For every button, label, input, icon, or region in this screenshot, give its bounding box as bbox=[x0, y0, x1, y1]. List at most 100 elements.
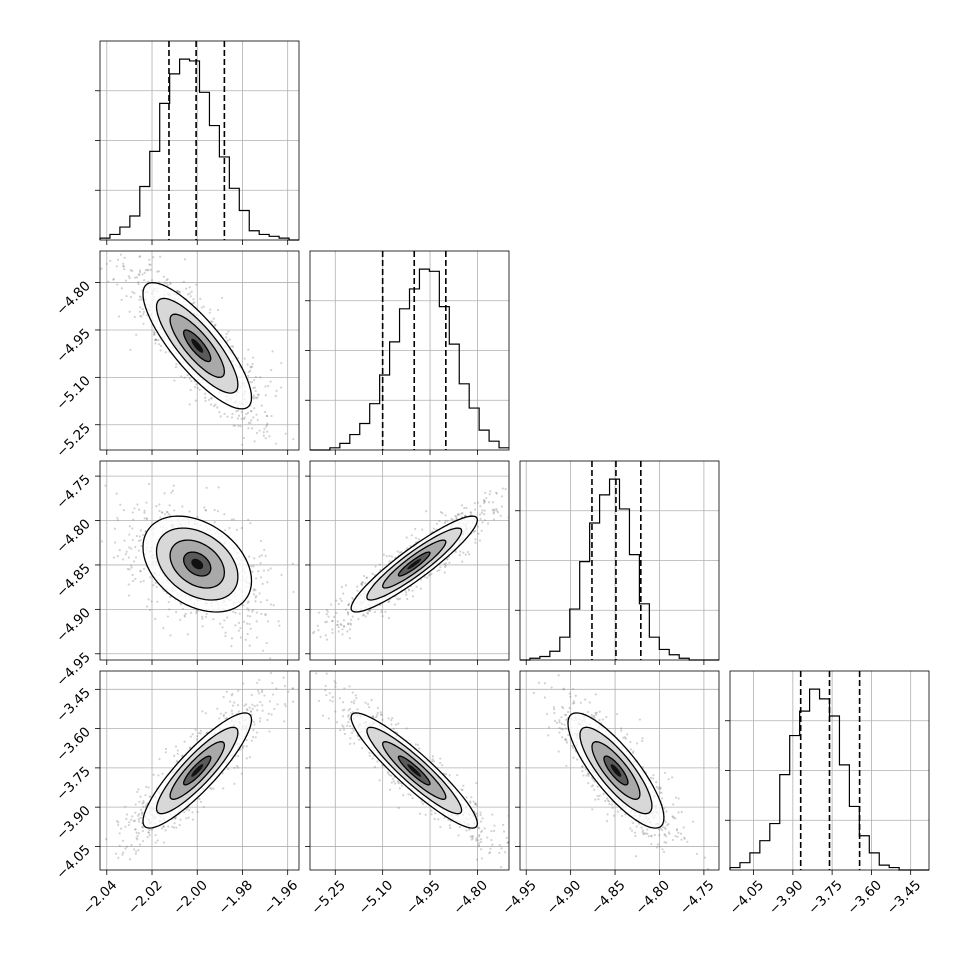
scatter-point bbox=[138, 535, 141, 538]
scatter-point bbox=[188, 403, 191, 406]
scatter-point bbox=[125, 817, 128, 821]
scatter-point bbox=[169, 634, 172, 637]
scatter-point bbox=[223, 619, 226, 622]
scatter-point bbox=[499, 514, 502, 517]
scatter-point bbox=[247, 600, 250, 603]
scatter-point bbox=[245, 757, 248, 760]
scatter-point bbox=[350, 700, 353, 704]
scatter-point bbox=[486, 522, 490, 525]
scatter-point bbox=[195, 612, 198, 615]
scatter-point bbox=[150, 600, 153, 603]
scatter-panel-0-3 bbox=[92, 648, 300, 875]
scatter-point bbox=[492, 829, 496, 832]
scatter-point bbox=[364, 582, 367, 585]
scatter-point bbox=[471, 835, 474, 838]
scatter-point bbox=[165, 510, 168, 513]
scatter-point bbox=[154, 342, 157, 345]
contour-line-2 bbox=[382, 741, 447, 800]
scatter-point bbox=[407, 793, 410, 796]
scatter-point bbox=[131, 511, 134, 514]
scatter-point bbox=[254, 600, 257, 603]
scatter-point bbox=[479, 517, 482, 521]
scatter-point bbox=[269, 657, 272, 660]
scatter-point bbox=[232, 345, 235, 348]
scatter-point bbox=[356, 589, 359, 592]
scatter-point bbox=[179, 618, 182, 621]
scatter-point bbox=[478, 827, 481, 830]
scatter-point bbox=[145, 785, 148, 789]
scatter-point bbox=[275, 442, 278, 445]
scatter-point bbox=[674, 817, 677, 820]
scatter-point bbox=[370, 698, 373, 702]
scatter-point bbox=[145, 518, 148, 521]
scatter-point bbox=[472, 530, 476, 533]
scatter-point bbox=[356, 708, 359, 711]
scatter-point bbox=[242, 436, 245, 440]
scatter-point bbox=[347, 622, 350, 625]
scatter-point bbox=[290, 671, 292, 673]
scatter-point bbox=[250, 710, 253, 714]
scatter-point bbox=[122, 265, 126, 268]
scatter-point bbox=[381, 764, 384, 767]
scatter-point bbox=[334, 685, 337, 688]
scatter-point bbox=[240, 410, 243, 414]
scatter-point bbox=[388, 788, 392, 791]
scatter-point bbox=[137, 273, 140, 276]
scatter-point bbox=[230, 345, 233, 348]
contour-line-2 bbox=[169, 741, 226, 800]
scatter-point bbox=[259, 376, 262, 379]
scatter-point bbox=[127, 556, 130, 559]
scatter-point bbox=[362, 613, 365, 616]
scatter-point bbox=[640, 826, 643, 829]
scatter-point bbox=[328, 699, 332, 702]
pair-1-3-frame bbox=[309, 670, 510, 871]
scatter-point bbox=[280, 386, 283, 389]
scatter-point bbox=[444, 562, 447, 565]
scatter-point bbox=[390, 781, 393, 784]
scatter-point bbox=[188, 292, 191, 295]
scatter-point bbox=[291, 655, 293, 657]
scatter-point bbox=[141, 829, 144, 833]
scatter-point bbox=[139, 580, 142, 583]
scatter-point bbox=[142, 805, 145, 809]
scatter-point bbox=[606, 813, 609, 816]
scatter-point bbox=[135, 831, 138, 834]
scatter-point bbox=[107, 280, 110, 283]
scatter-point bbox=[331, 695, 334, 699]
scatter-point bbox=[231, 712, 234, 715]
scatter-point bbox=[252, 386, 255, 390]
scatter-point bbox=[390, 774, 393, 777]
scatter-point bbox=[479, 840, 483, 844]
scatter-point bbox=[528, 478, 530, 480]
scatter-point bbox=[409, 793, 412, 797]
scatter-point bbox=[349, 622, 352, 625]
scatter-point bbox=[274, 648, 276, 650]
scatter-point bbox=[480, 829, 484, 832]
scatter-point bbox=[230, 694, 233, 697]
scatter-point bbox=[138, 230, 140, 232]
scatter-point bbox=[321, 714, 324, 717]
scatter-point bbox=[128, 858, 132, 861]
scatter-point bbox=[361, 581, 364, 584]
scatter-point bbox=[148, 828, 151, 831]
scatter-point bbox=[620, 729, 623, 732]
scatter-point bbox=[144, 793, 147, 797]
scatter-point bbox=[248, 706, 251, 709]
scatter-point bbox=[489, 490, 492, 493]
scatter-point bbox=[125, 813, 129, 816]
scatter-point bbox=[165, 282, 168, 285]
scatter-point bbox=[337, 602, 340, 606]
scatter-point bbox=[461, 512, 464, 515]
scatter-point bbox=[204, 392, 207, 395]
scatter-point bbox=[196, 810, 199, 814]
scatter-point bbox=[658, 834, 661, 837]
scatter-point bbox=[344, 608, 348, 611]
scatter-point bbox=[120, 287, 123, 290]
scatter-point bbox=[134, 276, 137, 279]
scatter-point bbox=[92, 843, 94, 845]
scatter-point bbox=[231, 692, 234, 696]
scatter-point bbox=[248, 756, 252, 759]
scatter-point bbox=[275, 687, 278, 690]
scatter-point bbox=[324, 684, 327, 688]
scatter-point bbox=[204, 509, 207, 512]
